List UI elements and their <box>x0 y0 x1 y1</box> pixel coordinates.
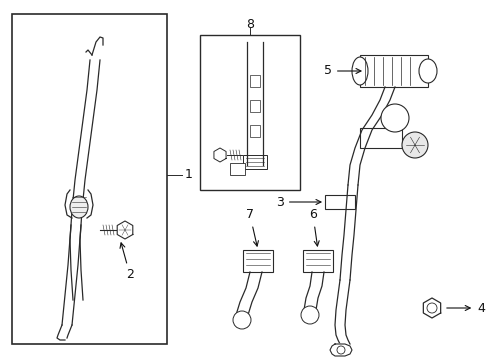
Polygon shape <box>329 344 351 356</box>
Bar <box>249 125 260 137</box>
Text: 6: 6 <box>308 208 319 246</box>
Bar <box>325 195 354 209</box>
Text: 4: 4 <box>446 302 484 315</box>
Circle shape <box>426 303 436 313</box>
Circle shape <box>232 311 250 329</box>
Bar <box>12 14 167 344</box>
Text: 1: 1 <box>184 168 192 181</box>
Circle shape <box>380 104 408 132</box>
Bar <box>249 75 260 87</box>
Bar <box>243 155 266 169</box>
Bar <box>359 128 401 148</box>
Text: 2: 2 <box>120 243 134 282</box>
Bar <box>303 250 332 272</box>
Circle shape <box>336 346 345 354</box>
Bar <box>359 55 427 87</box>
Bar <box>200 35 299 190</box>
Text: 7: 7 <box>245 208 258 246</box>
Text: 5: 5 <box>324 64 360 77</box>
Ellipse shape <box>70 196 88 218</box>
Bar <box>243 250 272 272</box>
Bar <box>229 163 244 175</box>
Circle shape <box>301 306 318 324</box>
Bar <box>249 100 260 112</box>
Circle shape <box>401 132 427 158</box>
Text: 3: 3 <box>276 195 320 208</box>
Text: 8: 8 <box>245 18 253 31</box>
Ellipse shape <box>351 57 367 85</box>
Ellipse shape <box>418 59 436 83</box>
